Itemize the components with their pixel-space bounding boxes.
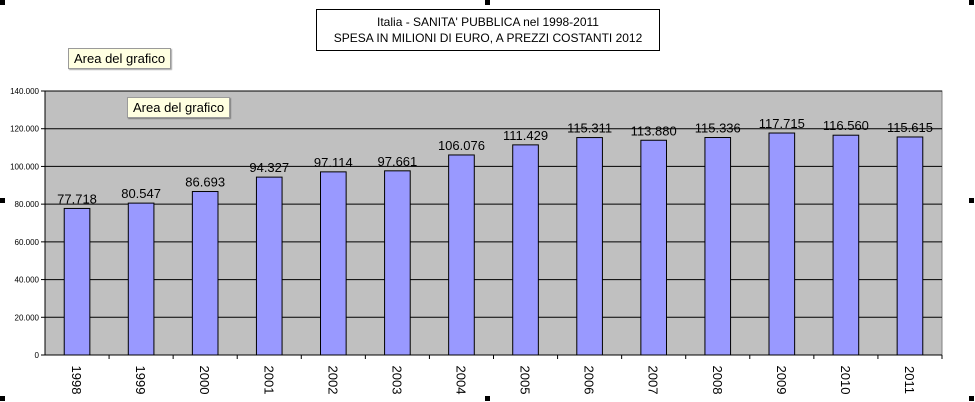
y-tick-label: 140.000 <box>10 87 39 96</box>
chart-subtitle: SPESA IN MILIONI DI EURO, A PREZZI COSTA… <box>333 31 643 45</box>
selection-handle-bottom-left[interactable] <box>0 396 5 401</box>
y-tick-label: 80.000 <box>15 200 40 209</box>
selection-handle-top-right[interactable] <box>969 0 974 5</box>
y-tick-label: 60.000 <box>15 238 40 247</box>
x-tick-label: 1999 <box>133 366 148 395</box>
y-tick-label: 100.000 <box>10 162 39 171</box>
data-label: 77.718 <box>57 191 97 206</box>
bar[interactable] <box>576 137 603 356</box>
selection-handle-middle-left[interactable] <box>0 198 5 203</box>
data-label: 116.560 <box>823 118 869 133</box>
bar[interactable] <box>191 191 219 356</box>
data-label: 117.715 <box>759 116 805 131</box>
x-tick-label: 2011 <box>902 366 917 394</box>
x-tick-label: 2006 <box>582 366 597 395</box>
bar[interactable] <box>63 207 91 356</box>
chart-title-box[interactable]: Italia - SANITA' PUBBLICA nel 1998-2011 … <box>316 9 660 51</box>
selection-handle-top-left[interactable] <box>0 0 5 5</box>
bar[interactable] <box>127 202 155 356</box>
y-tick-label: 40.000 <box>15 276 40 285</box>
x-tick-label: 2002 <box>325 366 340 395</box>
selection-handle-middle-right[interactable] <box>969 198 974 203</box>
selection-handle-bottom-right[interactable] <box>969 396 974 401</box>
x-tick-label: 2004 <box>453 366 468 395</box>
x-tick-label: 2003 <box>389 366 404 395</box>
chart-title: Italia - SANITA' PUBBLICA nel 1998-2011 <box>377 15 599 29</box>
x-tick-label: 1998 <box>69 366 84 395</box>
selection-handle-top-center[interactable] <box>485 0 490 5</box>
bar[interactable] <box>768 132 796 356</box>
plot-area-tooltip: Area del grafico <box>127 97 231 118</box>
data-label: 106.076 <box>438 138 485 153</box>
bar[interactable] <box>832 134 860 356</box>
data-label: 115.336 <box>695 121 741 136</box>
bar[interactable] <box>704 137 732 356</box>
bar[interactable] <box>384 170 411 356</box>
data-label: 111.429 <box>503 128 548 143</box>
bar[interactable] <box>320 171 347 356</box>
x-tick-label: 2000 <box>197 366 212 395</box>
x-tick-label: 2005 <box>518 366 533 395</box>
data-label: 113.880 <box>631 123 677 138</box>
plot-area[interactable] <box>44 90 943 356</box>
x-tick-label: 2001 <box>261 366 276 395</box>
data-label: 94.327 <box>249 160 289 175</box>
y-tick-label: 20.000 <box>15 313 40 322</box>
data-label: 86.693 <box>185 175 225 190</box>
data-label: 97.114 <box>314 155 353 170</box>
x-tick-label: 2008 <box>710 366 725 395</box>
data-label: 80.547 <box>121 186 161 201</box>
bar[interactable] <box>448 154 475 356</box>
bar[interactable] <box>640 139 667 356</box>
selection-handle-bottom-center[interactable] <box>485 396 490 401</box>
y-tick-label: 120.000 <box>10 125 39 134</box>
data-label: 115.311 <box>567 121 612 136</box>
data-label: 97.661 <box>378 154 418 169</box>
x-tick-label: 2009 <box>774 366 789 395</box>
bar[interactable] <box>255 176 283 356</box>
bar[interactable] <box>512 144 539 356</box>
bar[interactable] <box>896 136 924 356</box>
x-tick-label: 2010 <box>838 366 853 395</box>
y-tick-label: 0 <box>35 351 40 360</box>
x-tick-label: 2007 <box>646 366 661 395</box>
chart-area-tooltip: Area del grafico <box>68 48 172 69</box>
data-label: 115.615 <box>887 120 933 135</box>
